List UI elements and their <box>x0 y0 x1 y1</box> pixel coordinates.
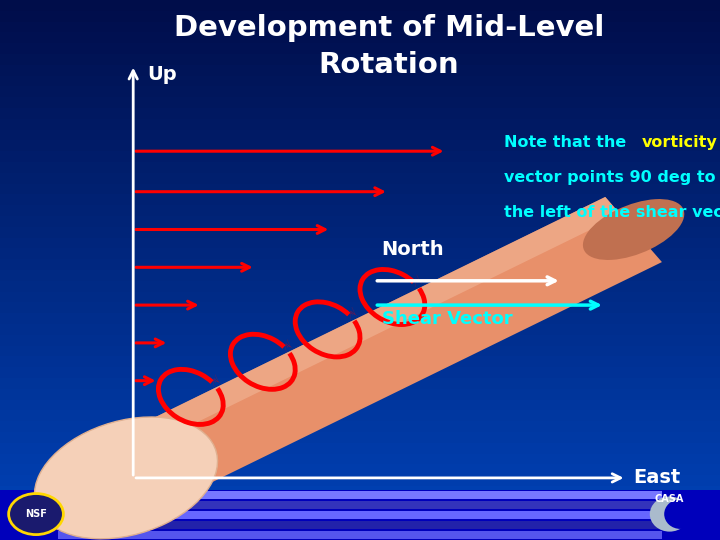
Bar <box>0 173 720 184</box>
Bar <box>0 454 720 464</box>
Text: East: East <box>634 468 681 488</box>
Ellipse shape <box>583 199 684 260</box>
Bar <box>0 378 720 389</box>
Bar <box>0 508 720 518</box>
Bar <box>0 389 720 400</box>
Ellipse shape <box>664 499 697 529</box>
Bar <box>0 65 720 76</box>
Bar <box>58 531 662 539</box>
Text: Rotation: Rotation <box>318 51 459 79</box>
Bar <box>0 346 720 356</box>
Bar <box>0 205 720 216</box>
Bar <box>0 432 720 443</box>
Bar <box>0 238 720 248</box>
Bar <box>0 11 720 22</box>
Bar <box>0 54 720 65</box>
Bar <box>0 518 720 529</box>
Bar <box>0 421 720 432</box>
Bar <box>0 410 720 421</box>
Bar <box>0 22 720 32</box>
Bar <box>0 43 720 54</box>
Bar <box>0 119 720 130</box>
Bar <box>0 490 720 540</box>
Bar <box>0 76 720 86</box>
Ellipse shape <box>35 417 217 539</box>
Bar <box>58 491 662 500</box>
Bar <box>0 475 720 486</box>
Bar <box>58 521 662 529</box>
Bar <box>0 497 720 508</box>
Text: Up: Up <box>148 65 177 84</box>
Bar <box>0 324 720 335</box>
Bar <box>0 216 720 227</box>
Bar <box>0 259 720 270</box>
Bar <box>0 97 720 108</box>
Polygon shape <box>98 197 621 463</box>
Text: Shear Vector: Shear Vector <box>382 310 512 328</box>
Bar <box>58 511 662 519</box>
Bar <box>0 367 720 378</box>
Bar <box>0 400 720 410</box>
Bar <box>0 184 720 194</box>
Text: vector points 90 deg to: vector points 90 deg to <box>504 170 716 185</box>
Bar <box>0 108 720 119</box>
Bar <box>0 335 720 346</box>
Ellipse shape <box>650 497 690 531</box>
Bar <box>0 140 720 151</box>
Bar <box>0 529 720 540</box>
Text: North: North <box>382 240 444 259</box>
Text: the left of the shear vector: the left of the shear vector <box>504 205 720 220</box>
Text: Development of Mid-Level: Development of Mid-Level <box>174 14 604 42</box>
Bar <box>0 194 720 205</box>
Bar <box>0 281 720 292</box>
Bar <box>0 32 720 43</box>
Bar <box>0 162 720 173</box>
Bar <box>0 0 720 11</box>
Text: CASA: CASA <box>655 495 684 504</box>
Bar <box>0 356 720 367</box>
Bar <box>0 313 720 324</box>
Bar <box>0 86 720 97</box>
Bar <box>0 443 720 454</box>
Bar <box>0 292 720 302</box>
Bar <box>0 302 720 313</box>
Bar <box>0 464 720 475</box>
Bar <box>0 130 720 140</box>
Bar <box>0 270 720 281</box>
Text: Note that the: Note that the <box>504 135 632 150</box>
Bar <box>0 151 720 162</box>
Bar <box>0 227 720 238</box>
Bar <box>0 486 720 497</box>
Polygon shape <box>98 197 662 510</box>
Text: vorticity: vorticity <box>642 135 718 150</box>
Circle shape <box>9 494 63 535</box>
Bar <box>58 501 662 509</box>
Bar <box>0 248 720 259</box>
Text: NSF: NSF <box>25 509 47 519</box>
